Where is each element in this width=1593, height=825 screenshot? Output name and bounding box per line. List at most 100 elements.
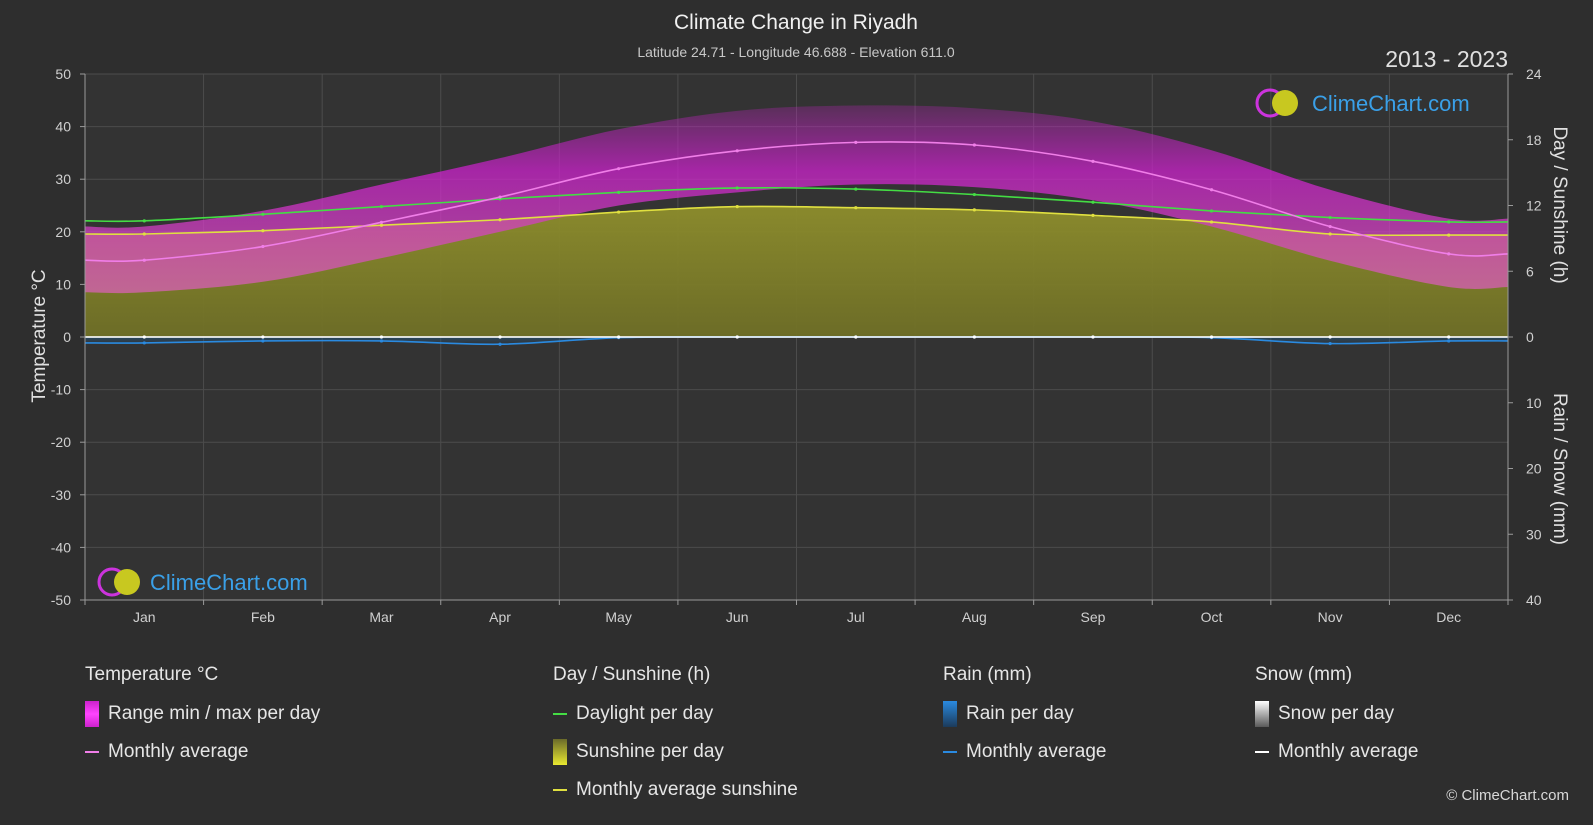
y-right-top-tick-label: 12	[1526, 198, 1542, 214]
legend-sunshine-avg: Monthly average sunshine	[553, 778, 798, 802]
temp-range-area	[85, 105, 1508, 294]
snow-avg-line-point	[1328, 335, 1332, 339]
daylight-line-point	[972, 192, 976, 197]
sunshine-avg-line-point	[1328, 232, 1332, 236]
plot-area	[84, 105, 1509, 346]
y-right-bottom-tick-label: 40	[1526, 592, 1542, 608]
daylight-line-point	[617, 190, 621, 194]
sunshine-avg-line-point	[617, 210, 621, 214]
legend-daylight-label: Daylight per day	[576, 703, 714, 724]
legend-snow-avg-label: Monthly average	[1278, 741, 1419, 762]
temp-avg-line-point	[617, 167, 621, 171]
daylight-swatch	[553, 713, 567, 715]
x-tick-label: Feb	[251, 609, 275, 625]
x-tick-label: Jun	[726, 609, 749, 625]
temp-avg-line-point	[1091, 159, 1095, 163]
snow-avg-line-point	[972, 335, 976, 339]
y-right-top-tick-label: 6	[1526, 263, 1534, 279]
chart-title: Climate Change in Riyadh	[674, 11, 918, 34]
daylight-line-point	[1209, 209, 1214, 213]
snow-avg-line-point	[261, 335, 265, 339]
legend-snow-avg: Monthly average	[1255, 740, 1418, 764]
sunshine-avg-line-point	[1209, 220, 1214, 224]
y-right-bottom-label: Rain / Snow (mm)	[1549, 393, 1570, 545]
axes: 50 40 30 20 10 0 -10 -20 -30 -40 -50 24 18 12 6 0 10 20 30…	[51, 66, 1542, 625]
x-tick-label: Dec	[1436, 609, 1461, 625]
y-left-tick-label: 40	[55, 119, 71, 135]
legend-temp-range: Range min / max per day	[85, 701, 320, 727]
legend-daylight: Daylight per day	[553, 702, 798, 726]
temp-avg-line-point	[1328, 224, 1332, 229]
y-right-top-tick-label: 24	[1526, 66, 1542, 82]
sunshine-avg-line-point	[854, 206, 858, 210]
rain-avg-line-point	[1328, 341, 1332, 346]
snow-avg-line-point	[735, 335, 739, 339]
legend-snow-title: Snow (mm)	[1255, 664, 1353, 685]
legend-rain: Rain (mm) Rain per day Monthly average	[943, 664, 1106, 764]
chart-subtitle: Latitude 24.71 - Longitude 46.688 - Elev…	[637, 44, 955, 60]
temp-avg-line-point	[142, 258, 146, 262]
x-tick-label: Jan	[133, 609, 156, 625]
watermark-text-top: ClimeChart.com	[1312, 91, 1470, 116]
y-right-top-label: Day / Sunshine (h)	[1549, 126, 1570, 283]
watermark-bottom: ClimeChart.com	[97, 567, 308, 597]
temp-avg-swatch	[85, 751, 99, 753]
sunshine-avg-line-point	[379, 223, 384, 227]
legend-sunshine: Day / Sunshine (h) Daylight per day Suns…	[553, 664, 798, 802]
y-left-tick-label: 20	[55, 224, 71, 240]
y-left-tick-label: -30	[51, 487, 71, 503]
y-left-tick-label: 30	[55, 171, 71, 187]
snow-swatch	[1255, 701, 1269, 727]
x-tick-label: Jul	[847, 609, 865, 625]
sunshine-avg-line	[84, 205, 1509, 237]
x-tick-label: May	[605, 609, 631, 625]
rain-avg-swatch	[943, 751, 957, 753]
daylight-line-point	[1328, 215, 1332, 220]
sunshine-avg-line-point	[1091, 213, 1095, 217]
snow-avg-line-point	[1091, 335, 1095, 339]
daylight-line-point	[142, 219, 146, 223]
daylight-line-point	[735, 186, 739, 190]
x-tick-label: Nov	[1318, 609, 1343, 625]
temp-avg-line-point	[1209, 188, 1214, 192]
snow-avg-line-point	[379, 335, 384, 339]
legend-sunshine-avg-label: Monthly average sunshine	[576, 779, 798, 800]
daylight-line-point	[1447, 220, 1451, 224]
watermark-text-bottom: ClimeChart.com	[150, 570, 308, 595]
watermark-logo-sun-icon	[1272, 90, 1298, 116]
sunshine-avg-line-point	[142, 232, 146, 236]
legend-snow-label: Snow per day	[1278, 703, 1395, 724]
snow-avg-line-point	[1447, 335, 1451, 339]
sunshine-swatch	[553, 739, 567, 765]
climate-chart: Climate Change in Riyadh Latitude 24.71 …	[29, 11, 1570, 625]
y-left-tick-label: 10	[55, 276, 71, 292]
legend-snow-day: Snow per day	[1255, 701, 1418, 727]
x-tick-label: Mar	[369, 609, 393, 625]
snow-avg-line-point	[1209, 335, 1214, 339]
legend-temperature-title: Temperature °C	[85, 664, 219, 685]
temp-avg-line-point	[972, 143, 976, 147]
sunshine-avg-line-point	[1447, 233, 1451, 237]
temp-avg-line-point	[1447, 252, 1451, 256]
legend-sunshine-label: Sunshine per day	[576, 741, 724, 762]
legend-rain-title: Rain (mm)	[943, 664, 1032, 685]
rain-avg-line-point	[1447, 339, 1451, 343]
y-right-bottom-tick-label: 10	[1526, 395, 1542, 411]
daylight-line-point	[379, 204, 384, 209]
legend-temp-avg: Monthly average	[85, 740, 320, 764]
x-tick-label: Aug	[962, 609, 987, 625]
period-label: 2013 - 2023	[1385, 46, 1508, 72]
y-left-tick-label: 0	[63, 329, 71, 345]
legend-snow: Snow (mm) Snow per day Monthly average	[1255, 664, 1418, 764]
y-left-tick-label: -50	[51, 592, 71, 608]
snow-avg-line-point	[617, 335, 621, 339]
legend-sunshine-day: Sunshine per day	[553, 739, 798, 765]
daylight-line-point	[261, 212, 265, 216]
watermark-top: ClimeChart.com	[1255, 88, 1470, 118]
sunshine-avg-line-point	[261, 229, 265, 233]
y-right-bottom-tick-label: 30	[1526, 526, 1542, 542]
legend-sunshine-title: Day / Sunshine (h)	[553, 664, 711, 685]
rain-avg-line-point	[498, 342, 502, 346]
sunshine-avg-line-point	[498, 218, 502, 222]
y-left-label: Temperature °C	[29, 269, 50, 402]
